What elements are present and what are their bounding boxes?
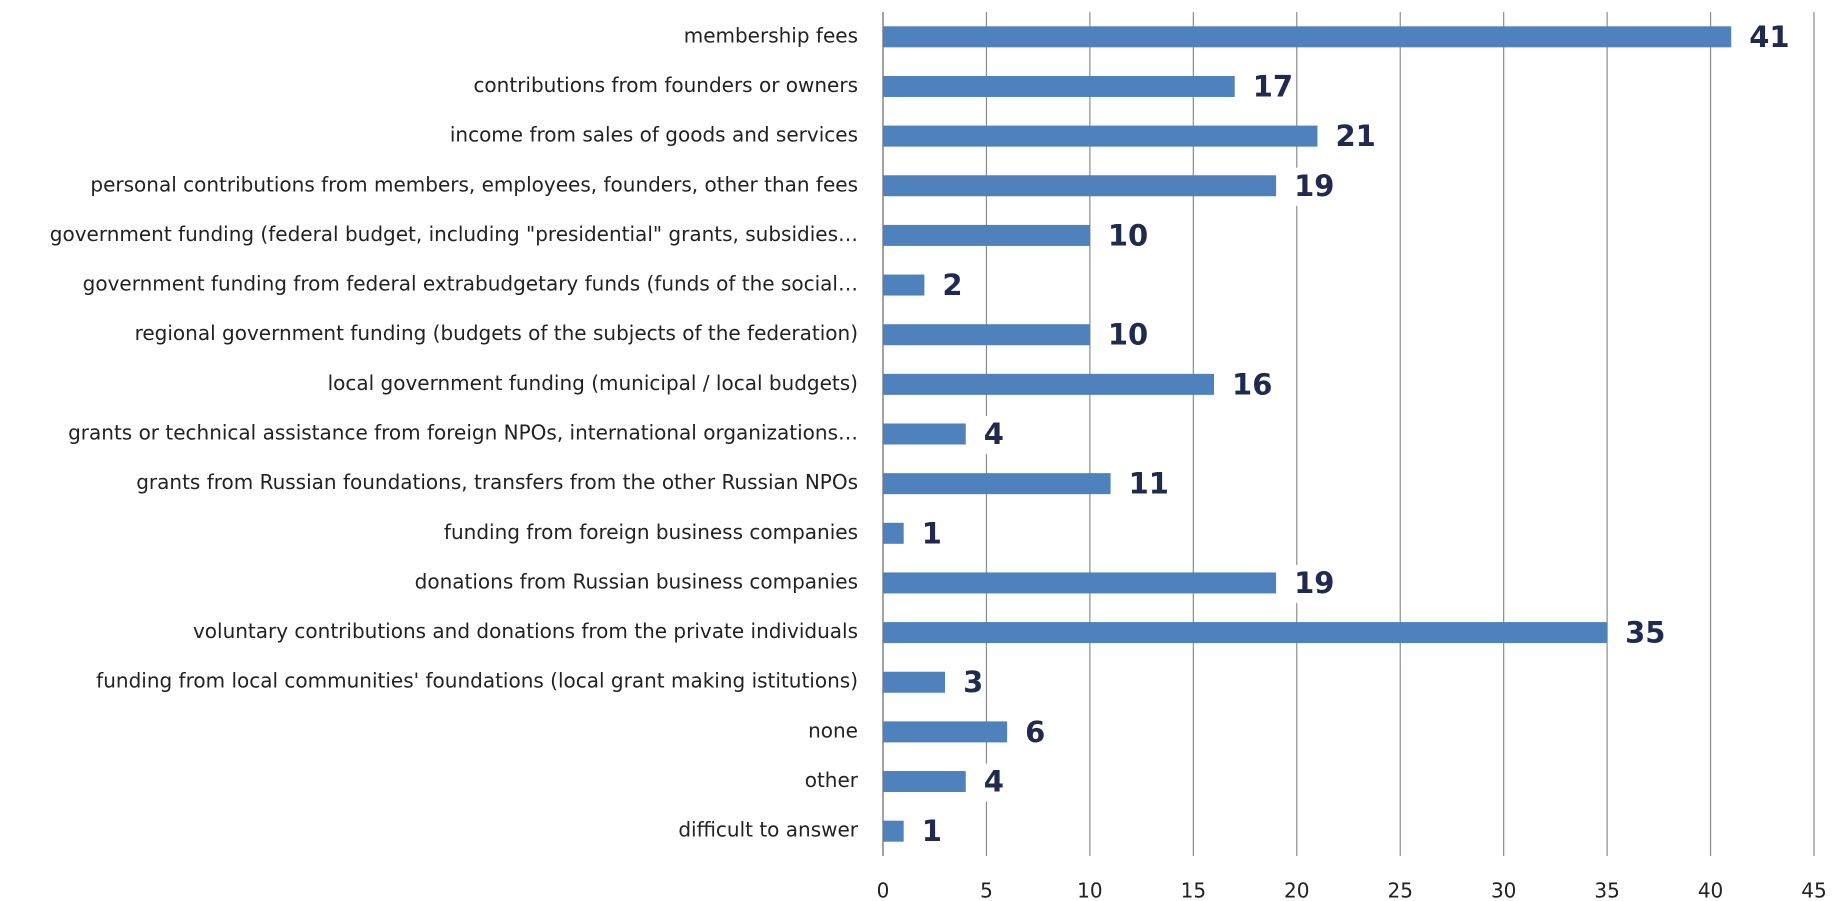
data-label-bg (1013, 713, 1047, 752)
bar (883, 75, 1235, 97)
data-label-bg (1282, 167, 1335, 206)
bar (883, 522, 904, 544)
data-label-bg (1116, 465, 1169, 504)
data-label: 19 (1294, 169, 1334, 203)
bar (883, 671, 946, 693)
y-tick-label: other (805, 768, 859, 792)
x-tick-label: 5 (980, 879, 993, 901)
x-tick-label: 30 (1491, 879, 1516, 901)
bar (883, 224, 1090, 246)
data-label: 35 (1625, 616, 1665, 650)
data-label-bg (909, 813, 943, 852)
bar (883, 125, 1318, 147)
y-tick-label: income from sales of goods and services (450, 123, 858, 147)
bar (883, 423, 966, 445)
y-tick-label: grants or technical assistance from fore… (68, 421, 858, 445)
bar (883, 274, 925, 296)
y-tick-label: personal contributions from members, emp… (90, 172, 858, 196)
y-tick-label: none (808, 718, 858, 742)
y-tick-label: government funding from federal extrabud… (83, 272, 858, 296)
x-tick-label: 15 (1181, 879, 1206, 901)
bar (883, 721, 1008, 743)
y-tick-label: donations from Russian business companie… (415, 569, 858, 593)
data-label-bg (971, 763, 1005, 802)
x-tick-label: 0 (877, 879, 890, 901)
data-label: 1 (922, 516, 942, 550)
data-label: 17 (1253, 69, 1293, 103)
y-tick-label: local government funding (municipal / lo… (328, 371, 858, 395)
bar (883, 473, 1111, 495)
data-label: 4 (984, 417, 1004, 451)
data-label: 2 (942, 268, 962, 302)
data-label-bg (1613, 614, 1666, 653)
x-tick-label: 25 (1387, 879, 1412, 901)
bar (883, 820, 904, 842)
data-label-bg (951, 664, 985, 703)
data-label: 41 (1749, 20, 1789, 54)
data-label: 10 (1108, 218, 1148, 252)
x-tick-label: 45 (1801, 879, 1826, 901)
data-label: 1 (922, 814, 942, 848)
data-label-bg (1323, 118, 1376, 157)
bar (883, 26, 1732, 48)
data-label-bg (1095, 316, 1148, 355)
bar (883, 622, 1608, 644)
data-label-bg (909, 515, 943, 554)
y-tick-label: membership fees (684, 23, 858, 47)
data-label: 6 (1025, 715, 1045, 749)
data-label-bg (1737, 18, 1790, 57)
y-tick-label: voluntary contributions and donations fr… (193, 619, 858, 643)
y-tick-label: funding from local communities' foundati… (96, 669, 858, 693)
bar (883, 771, 966, 793)
x-tick-label: 20 (1284, 879, 1309, 901)
data-label-bg (930, 267, 964, 306)
bar (883, 175, 1277, 197)
data-label: 21 (1335, 119, 1375, 153)
y-tick-label: grants from Russian foundations, transfe… (136, 470, 858, 494)
y-tick-label: contributions from founders or owners (473, 73, 858, 97)
bar (883, 572, 1277, 594)
x-tick-label: 40 (1698, 879, 1723, 901)
data-label: 4 (984, 765, 1004, 799)
data-label-bg (1220, 366, 1273, 405)
data-label-bg (1282, 564, 1335, 603)
y-tick-label: difficult to answer (678, 818, 858, 842)
data-label: 3 (963, 665, 983, 699)
data-label-bg (971, 416, 1005, 454)
data-label: 10 (1108, 318, 1148, 352)
x-tick-label: 10 (1077, 879, 1102, 901)
y-tick-label: government funding (federal budget, incl… (50, 222, 858, 246)
bar (883, 373, 1215, 395)
data-label-bg (1095, 217, 1148, 256)
data-label: 16 (1232, 367, 1272, 401)
y-tick-label: funding from foreign business companies (444, 520, 858, 544)
data-label: 11 (1129, 467, 1169, 501)
data-label-bg (1240, 68, 1293, 107)
y-tick-label: regional government funding (budgets of … (135, 321, 858, 345)
bar (883, 324, 1090, 346)
x-tick-label: 35 (1594, 879, 1619, 901)
data-label: 19 (1294, 566, 1334, 600)
